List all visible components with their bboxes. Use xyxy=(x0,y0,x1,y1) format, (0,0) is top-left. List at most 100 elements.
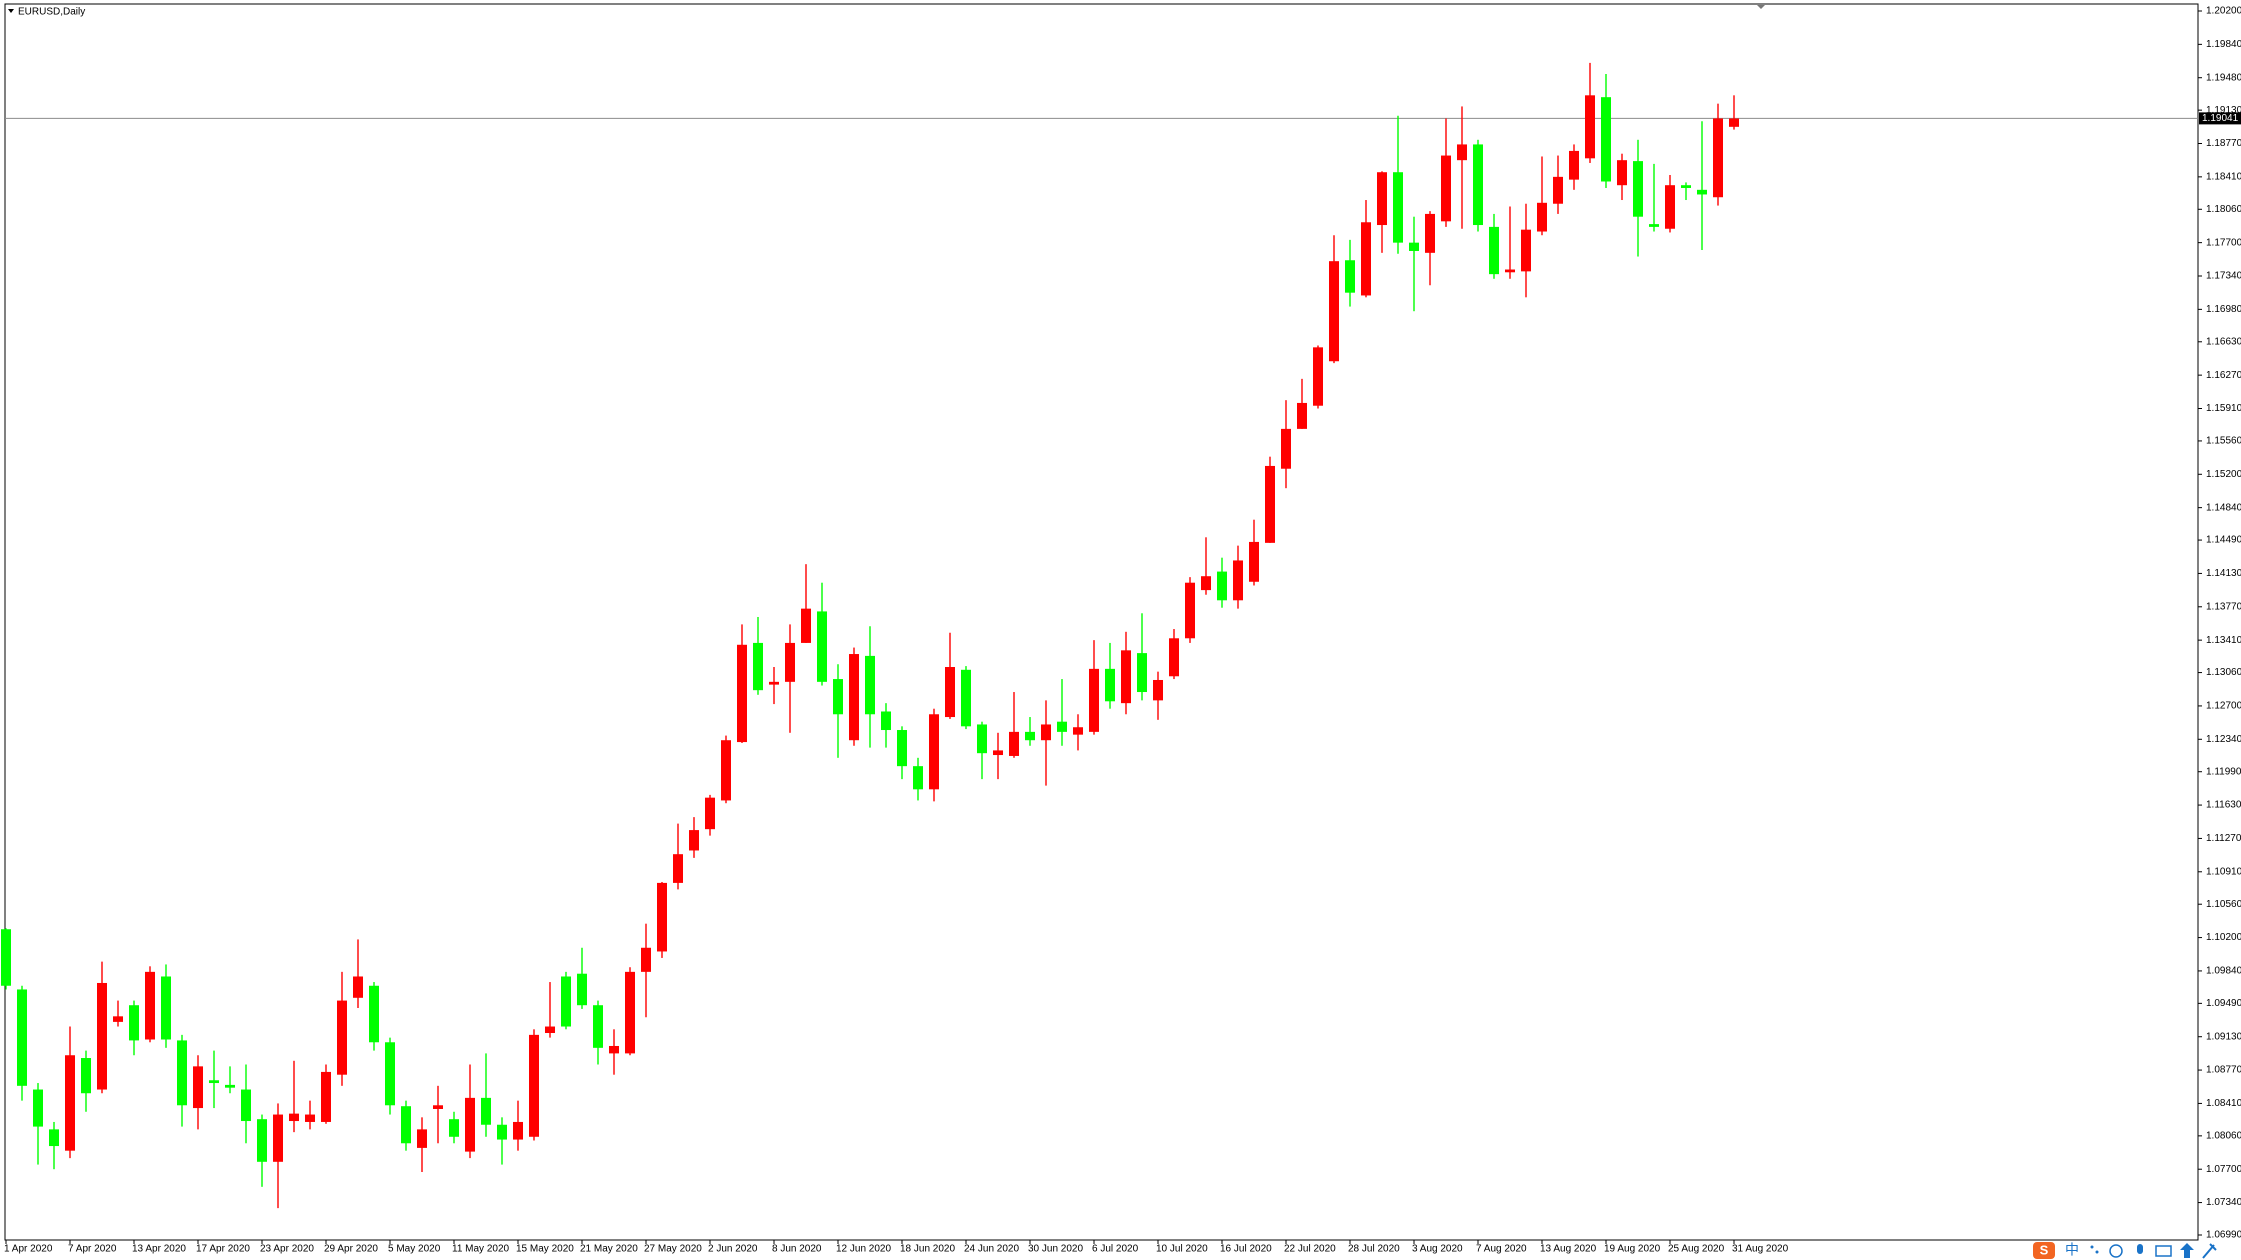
y-tick-label: 1.11630 xyxy=(2206,800,2241,811)
ime-language[interactable]: 中 xyxy=(2065,1242,2079,1258)
candle-body xyxy=(1377,172,1387,226)
ime-voice[interactable] xyxy=(2137,1244,2143,1254)
candle-body xyxy=(529,1034,539,1137)
candle-body xyxy=(1121,650,1131,704)
y-tick-label: 1.19480 xyxy=(2206,72,2241,83)
candle-body xyxy=(1729,118,1739,127)
candle-body xyxy=(241,1089,251,1122)
candle-body xyxy=(1505,269,1515,273)
y-tick-label: 1.07700 xyxy=(2206,1164,2241,1175)
candle-body xyxy=(1073,727,1083,735)
candle-body xyxy=(993,750,1003,756)
candle-body xyxy=(1521,229,1531,272)
ime-toolbar: S 中 xyxy=(2033,1242,2217,1259)
candle-body xyxy=(1281,428,1291,469)
candle-body xyxy=(785,642,795,682)
candle-body xyxy=(369,985,379,1043)
candle-body xyxy=(609,1045,619,1054)
x-tick-label: 15 May 2020 xyxy=(516,1244,574,1255)
candle-body xyxy=(481,1097,491,1125)
ime-keyboard[interactable] xyxy=(2155,1245,2172,1257)
candle-body xyxy=(1393,172,1403,243)
x-tick-label: 19 Aug 2020 xyxy=(1604,1244,1661,1255)
candle-body xyxy=(913,766,923,790)
candle-body xyxy=(769,681,779,685)
candle-body xyxy=(1265,465,1275,543)
ime-logo-bg[interactable] xyxy=(2033,1242,2055,1259)
ime-emoji[interactable] xyxy=(2109,1244,2123,1258)
ime-punct[interactable] xyxy=(2090,1245,2094,1249)
candle-body xyxy=(497,1124,507,1140)
candle-body xyxy=(1457,144,1467,161)
candle-body xyxy=(1585,95,1595,159)
y-tick-label: 1.15560 xyxy=(2206,436,2241,447)
candle-body xyxy=(401,1106,411,1144)
candle-body xyxy=(1057,721,1067,732)
candle-body xyxy=(257,1119,267,1162)
y-tick-label: 1.12340 xyxy=(2206,734,2241,745)
y-tick-label: 1.18060 xyxy=(2206,204,2241,215)
x-tick-label: 12 Jun 2020 xyxy=(836,1244,891,1255)
candle-body xyxy=(337,1000,347,1075)
y-tick-label: 1.13770 xyxy=(2206,601,2241,612)
y-tick-label: 1.08410 xyxy=(2206,1098,2241,1109)
candle-body xyxy=(193,1066,203,1109)
candle-body xyxy=(1489,226,1499,275)
x-tick-label: 31 Aug 2020 xyxy=(1732,1244,1789,1255)
candle-body xyxy=(1601,97,1611,182)
candle-body xyxy=(513,1121,523,1140)
shift-marker xyxy=(1757,5,1765,9)
candle-body xyxy=(97,982,107,1090)
y-tick-label: 1.20200 xyxy=(2206,6,2241,17)
candle-body xyxy=(33,1089,43,1127)
candle-body xyxy=(1153,679,1163,701)
y-tick-label: 1.15200 xyxy=(2206,469,2241,480)
candle-body xyxy=(1537,202,1547,232)
y-tick-label: 1.11990 xyxy=(2206,766,2241,777)
x-tick-label: 22 Jul 2020 xyxy=(1284,1244,1336,1255)
candle-body xyxy=(1217,571,1227,601)
candle-body xyxy=(673,854,683,883)
y-tick-label: 1.17340 xyxy=(2206,271,2241,282)
candle-body xyxy=(593,1005,603,1048)
candle-body xyxy=(1569,150,1579,180)
candle-body xyxy=(881,711,891,731)
candle-body xyxy=(1649,224,1659,227)
candle-body xyxy=(945,667,955,718)
candle-body xyxy=(897,730,907,767)
candle-body xyxy=(1089,668,1099,732)
candle-body xyxy=(1233,560,1243,601)
y-tick-label: 1.13060 xyxy=(2206,667,2241,678)
y-tick-label: 1.19130 xyxy=(2206,105,2241,116)
ime-skin[interactable] xyxy=(2180,1243,2194,1258)
candle-body xyxy=(1201,576,1211,591)
title-menu-arrow[interactable] xyxy=(8,9,14,13)
x-tick-label: 8 Jun 2020 xyxy=(772,1244,822,1255)
candle-body xyxy=(1409,242,1419,251)
candle-body xyxy=(625,971,635,1054)
y-tick-label: 1.18770 xyxy=(2206,138,2241,149)
candle-body xyxy=(1185,582,1195,639)
candle-body xyxy=(177,1040,187,1106)
candle-body xyxy=(1681,185,1691,188)
x-tick-label: 11 May 2020 xyxy=(452,1244,510,1255)
x-tick-label: 13 Aug 2020 xyxy=(1540,1244,1597,1255)
candle-body xyxy=(113,1016,123,1022)
candle-body xyxy=(1713,118,1723,198)
candle-body xyxy=(977,724,987,754)
x-tick-label: 25 Aug 2020 xyxy=(1668,1244,1725,1255)
candle-body xyxy=(1249,541,1259,582)
candle-body xyxy=(705,797,715,830)
candle-body xyxy=(1425,213,1435,253)
x-tick-label: 28 Jul 2020 xyxy=(1348,1244,1400,1255)
candle-body xyxy=(49,1129,59,1147)
x-tick-label: 2 Jun 2020 xyxy=(708,1244,758,1255)
y-tick-label: 1.19840 xyxy=(2206,39,2241,50)
candle-body xyxy=(929,714,939,790)
ime-punct[interactable] xyxy=(2095,1250,2099,1254)
y-tick-label: 1.15910 xyxy=(2206,403,2241,414)
candle-body xyxy=(545,1026,555,1034)
ime-tools[interactable] xyxy=(2202,1243,2217,1259)
candle-body xyxy=(817,611,827,682)
y-tick-label: 1.16980 xyxy=(2206,304,2241,315)
